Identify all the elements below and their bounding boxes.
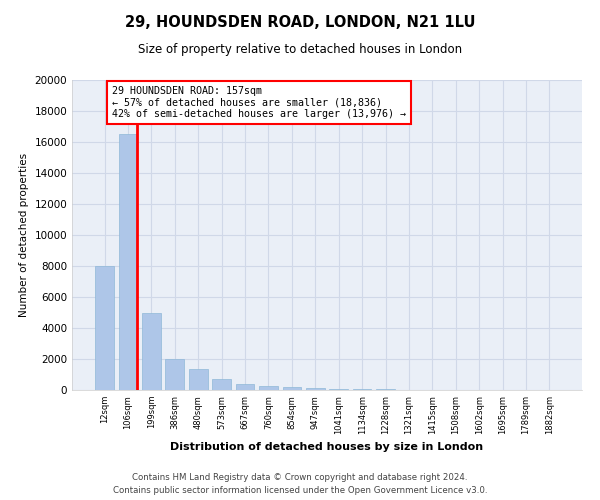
Bar xyxy=(306,388,325,390)
Text: 29, HOUNDSDEN ROAD, LONDON, N21 1LU: 29, HOUNDSDEN ROAD, LONDON, N21 1LU xyxy=(125,15,475,30)
Bar xyxy=(259,386,278,390)
Bar xyxy=(236,384,254,390)
Bar xyxy=(353,389,371,390)
Text: 29 HOUNDSDEN ROAD: 157sqm
← 57% of detached houses are smaller (18,836)
42% of s: 29 HOUNDSDEN ROAD: 157sqm ← 57% of detac… xyxy=(112,86,406,120)
X-axis label: Distribution of detached houses by size in London: Distribution of detached houses by size … xyxy=(170,442,484,452)
Text: Contains HM Land Registry data © Crown copyright and database right 2024.
Contai: Contains HM Land Registry data © Crown c… xyxy=(113,473,487,495)
Bar xyxy=(283,388,301,390)
Bar xyxy=(119,134,137,390)
Bar xyxy=(142,312,161,390)
Bar xyxy=(95,266,114,390)
Bar xyxy=(329,389,348,390)
Bar xyxy=(212,379,231,390)
Text: Size of property relative to detached houses in London: Size of property relative to detached ho… xyxy=(138,42,462,56)
Bar xyxy=(189,369,208,390)
Y-axis label: Number of detached properties: Number of detached properties xyxy=(19,153,29,317)
Bar xyxy=(166,359,184,390)
